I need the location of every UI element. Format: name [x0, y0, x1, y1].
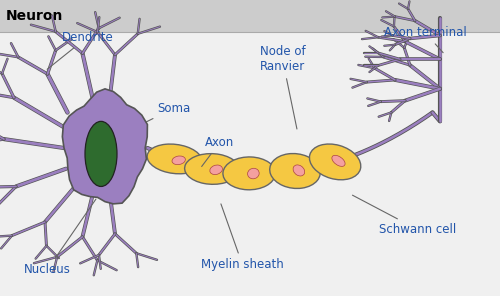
Ellipse shape: [210, 165, 222, 175]
Ellipse shape: [248, 168, 259, 179]
Ellipse shape: [310, 144, 361, 180]
Text: Dendrite: Dendrite: [47, 30, 114, 69]
Text: Axon: Axon: [202, 136, 234, 166]
Ellipse shape: [85, 121, 117, 186]
Ellipse shape: [223, 157, 276, 190]
Text: Myelin sheath: Myelin sheath: [201, 204, 284, 271]
Ellipse shape: [332, 155, 345, 166]
Text: Node of
Ranvier: Node of Ranvier: [260, 45, 306, 129]
Text: Axon terminal: Axon terminal: [384, 26, 466, 53]
Text: Neuron: Neuron: [6, 9, 64, 23]
Text: Soma: Soma: [135, 102, 191, 128]
Ellipse shape: [184, 154, 240, 184]
Polygon shape: [62, 89, 148, 204]
Ellipse shape: [270, 154, 320, 189]
Ellipse shape: [172, 156, 186, 165]
Ellipse shape: [147, 144, 203, 174]
Text: Nucleus: Nucleus: [24, 199, 96, 276]
Bar: [0, 0, 500, 32]
Text: Schwann cell: Schwann cell: [352, 195, 456, 236]
Ellipse shape: [293, 165, 304, 176]
